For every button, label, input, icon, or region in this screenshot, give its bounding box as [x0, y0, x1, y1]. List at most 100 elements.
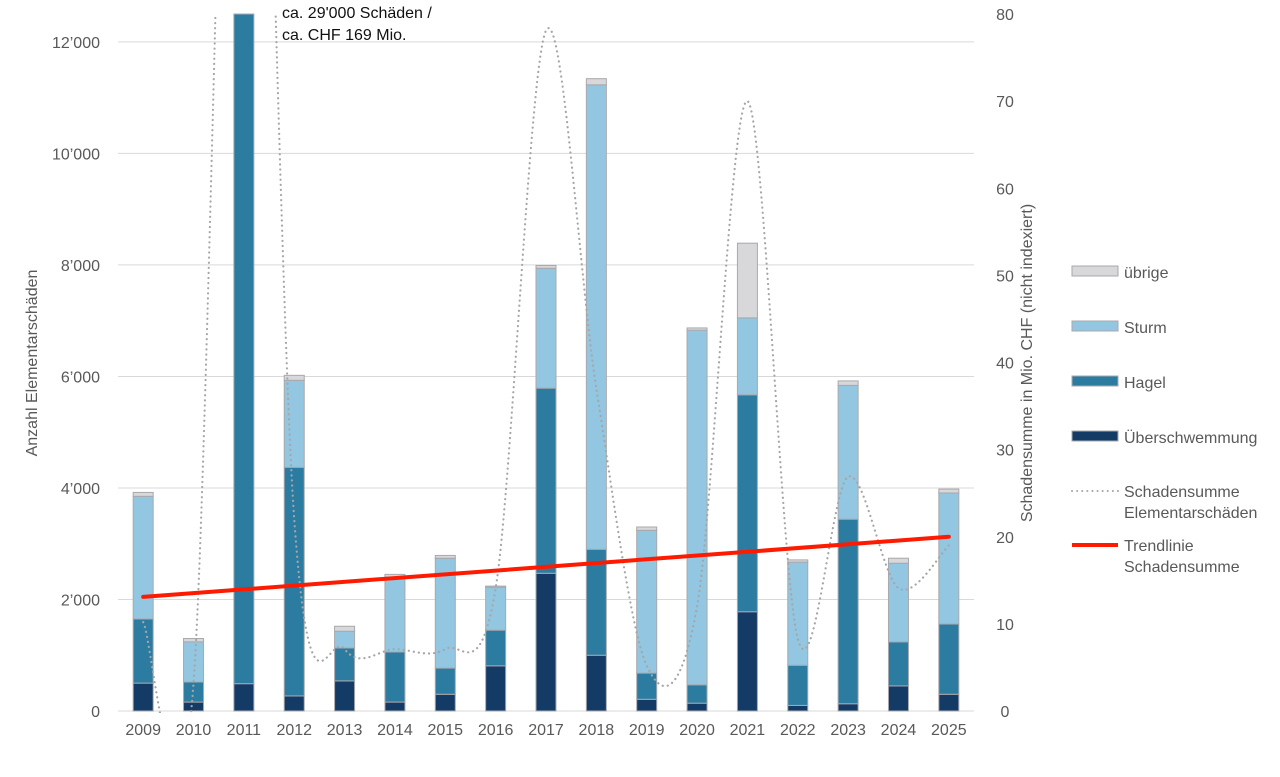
- bar-sturm-2018: [585, 84, 607, 550]
- bar-hagel-2021: [736, 394, 758, 613]
- legend-item: Sturm: [1071, 320, 1167, 337]
- bar-überschwemmung-2014: [384, 701, 406, 712]
- bar-übrige-2016: [485, 585, 507, 588]
- bar-überschwemmung-2019: [636, 698, 658, 712]
- bar-überschwemmung-2022: [787, 704, 809, 712]
- legend-label: Schadensumme: [1124, 484, 1240, 501]
- bar-hagel-2016: [485, 629, 507, 667]
- legend-label: übrige: [1124, 265, 1169, 282]
- schadensumme-line: [142, 14, 950, 713]
- legend-item: Trendlinie Schadensumme: [1072, 538, 1240, 576]
- bar-hagel-2022: [787, 664, 809, 706]
- bar-übrige-2024: [887, 557, 909, 564]
- y-tick-label: 4’000: [61, 481, 100, 498]
- y-tick-label: 10’000: [52, 146, 100, 163]
- bar-überschwemmung-2016: [485, 665, 507, 712]
- bars: [132, 13, 960, 712]
- bar-sturm-2025: [938, 492, 960, 625]
- bar-überschwemmung-2011: [233, 683, 255, 712]
- annotation: ca. 29'000 Schäden / ca. CHF 169 Mio.: [282, 5, 432, 44]
- y-tick-label: 6’000: [61, 369, 100, 386]
- x-axis-ticks: 2009 2010 2011 2012 2013 2014 2015 2016 2017 2018…: [125, 722, 966, 739]
- bar-übrige-2025: [938, 488, 960, 494]
- legend-item: Schadensumme Elementarschäden: [1071, 484, 1257, 522]
- right-axis-ticks: 0 10 20 30 40 50 60 70 80: [996, 7, 1014, 721]
- bar-sturm-2022: [787, 561, 809, 666]
- bar-sturm-2024: [887, 562, 909, 643]
- bar-überschwemmung-2025: [938, 693, 960, 712]
- legend-label: Trendlinie: [1124, 538, 1194, 555]
- y-tick-label: 0: [91, 704, 100, 721]
- bar-überschwemmung-2018: [585, 654, 607, 712]
- annotation-text: ca. 29'000 Schäden /: [282, 5, 432, 22]
- legend: übrige Sturm Hagel Überschwemmung Schadensum…: [1071, 265, 1257, 576]
- bar-hagel-2024: [887, 641, 909, 687]
- x-tick-label: 2015: [427, 722, 463, 739]
- bar-sturm-2019: [636, 529, 658, 674]
- bar-hagel-2011: [233, 13, 255, 685]
- bar-übrige-2021: [736, 242, 758, 319]
- bar-überschwemmung-2017: [535, 572, 557, 712]
- legend-label: Überschwemmung: [1124, 429, 1257, 447]
- bar-überschwemmung-2009: [132, 682, 154, 712]
- legend-swatch: [1071, 375, 1119, 387]
- x-tick-label: 2025: [931, 722, 967, 739]
- y2-tick-label: 0: [1001, 704, 1010, 721]
- legend-item: Überschwemmung: [1071, 429, 1257, 447]
- bar-überschwemmung-2021: [736, 611, 758, 712]
- left-axis-ticks: 0 2’000 4’000 6’000 8’000 10’000 12’000: [52, 35, 100, 721]
- bar-überschwemmung-2013: [334, 680, 356, 712]
- x-tick-label: 2019: [629, 722, 665, 739]
- bar-sturm-2016: [485, 586, 507, 631]
- bar-überschwemmung-2015: [434, 693, 456, 712]
- x-tick-label: 2011: [227, 722, 262, 739]
- bar-hagel-2025: [938, 623, 960, 695]
- bar-hagel-2023: [837, 518, 859, 705]
- legend-swatch: [1071, 320, 1119, 332]
- x-tick-label: 2009: [125, 722, 161, 739]
- x-tick-label: 2012: [276, 722, 312, 739]
- x-tick-label: 2024: [881, 722, 917, 739]
- bar-übrige-2019: [636, 526, 658, 531]
- bar-übrige-2023: [837, 380, 859, 386]
- x-tick-label: 2010: [176, 722, 212, 739]
- y2-tick-label: 30: [996, 443, 1014, 460]
- trendline: [141, 534, 951, 599]
- x-tick-label: 2021: [730, 722, 766, 739]
- bar-überschwemmung-2010: [183, 701, 205, 712]
- bar-sturm-2009: [132, 495, 154, 620]
- y2-tick-label: 20: [996, 530, 1014, 547]
- legend-label: Elementarschäden: [1124, 505, 1257, 522]
- legend-item: übrige: [1071, 265, 1169, 282]
- x-tick-label: 2020: [679, 722, 715, 739]
- legend-label: Hagel: [1124, 375, 1166, 392]
- bar-hagel-2017: [535, 387, 557, 574]
- y-tick-label: 12’000: [52, 35, 100, 52]
- legend-swatch: [1071, 430, 1119, 442]
- bar-übrige-2012: [283, 374, 305, 381]
- bar-sturm-2017: [535, 267, 557, 389]
- bar-überschwemmung-2012: [283, 695, 305, 712]
- bar-hagel-2013: [334, 647, 356, 682]
- bar-sturm-2021: [736, 317, 758, 396]
- legend-item: Hagel: [1071, 375, 1166, 392]
- x-tick-label: 2017: [528, 722, 564, 739]
- bar-sturm-2014: [384, 576, 406, 653]
- bar-hagel-2012: [283, 466, 305, 697]
- bar-überschwemmung-2024: [887, 685, 909, 712]
- y2-tick-label: 10: [996, 617, 1014, 634]
- x-tick-label: 2018: [579, 722, 615, 739]
- bar-übrige-2013: [334, 625, 356, 632]
- x-tick-label: 2014: [377, 722, 413, 739]
- y-tick-label: 8’000: [61, 258, 100, 275]
- bar-übrige-2009: [132, 491, 154, 497]
- bar-sturm-2020: [686, 329, 708, 686]
- y2-tick-label: 80: [996, 7, 1014, 24]
- right-axis-title: Schadensumme in Mio. CHF (nicht indexier…: [1019, 204, 1036, 522]
- bar-übrige-2020: [686, 327, 708, 331]
- y2-tick-label: 50: [996, 268, 1014, 285]
- x-tick-label: 2022: [780, 722, 816, 739]
- bar-hagel-2019: [636, 672, 658, 700]
- bar-übrige-2018: [585, 78, 607, 86]
- bar-übrige-2010: [183, 638, 205, 643]
